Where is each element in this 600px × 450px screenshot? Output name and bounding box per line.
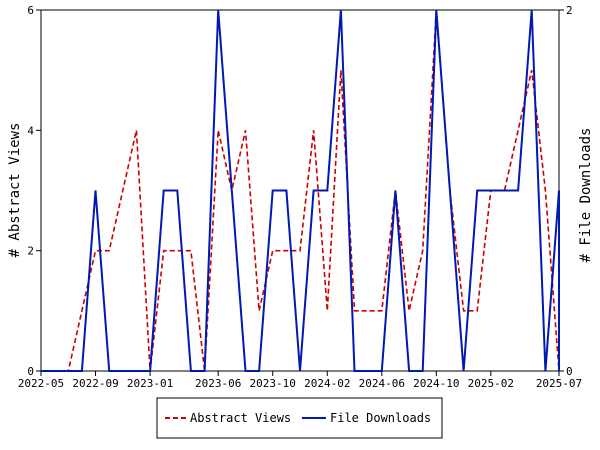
legend-box xyxy=(156,397,443,439)
series-abstract-views-line xyxy=(41,9,560,372)
ticks: 0 2 4 6 0 2 2022-05 2022-09 2023-01 2023-06 2023-1… xyxy=(18,4,582,390)
x-tick-label-8: 2025-02 xyxy=(468,377,514,390)
x-tick-label-1: 2022-09 xyxy=(72,377,118,390)
x-tick-label-0: 2022-05 xyxy=(18,377,64,390)
legend: Abstract Views File Downloads xyxy=(156,397,443,439)
left-tick-label-1: 2 xyxy=(27,245,34,258)
x-tick-label-4: 2023-10 xyxy=(250,377,296,390)
x-tick-label-3: 2023-06 xyxy=(195,377,241,390)
x-tick-label-5: 2024-02 xyxy=(304,377,350,390)
x-tick-label-9: 2025-07 xyxy=(536,377,582,390)
x-tick-label-2: 2023-01 xyxy=(127,377,173,390)
right-tick-label-1: 2 xyxy=(566,4,573,17)
series-file-downloads-line xyxy=(41,9,560,372)
right-tick-label-0: 0 xyxy=(566,365,573,378)
left-tick-label-0: 0 xyxy=(27,365,34,378)
legend-label-file-downloads: File Downloads xyxy=(330,411,431,425)
left-tick-label-3: 6 xyxy=(27,4,34,17)
legend-label-abstract-views: Abstract Views xyxy=(190,411,291,425)
left-axis-title: # Abstract Views xyxy=(7,123,23,258)
x-tick-label-6: 2024-06 xyxy=(359,377,405,390)
x-tick-label-7: 2024-10 xyxy=(413,377,459,390)
left-tick-label-2: 4 xyxy=(27,124,34,137)
right-axis-title: # File Downloads xyxy=(578,128,594,263)
series-layer xyxy=(41,9,560,372)
